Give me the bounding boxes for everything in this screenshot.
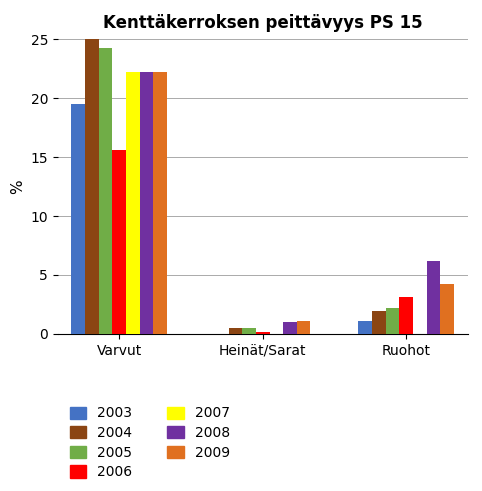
Bar bbox=[386, 308, 399, 334]
Title: Kenttäkerroksen peittävyys PS 15: Kenttäkerroksen peittävyys PS 15 bbox=[103, 14, 423, 32]
Bar bbox=[153, 72, 167, 334]
Bar bbox=[283, 322, 297, 334]
Bar bbox=[242, 328, 256, 334]
Bar bbox=[112, 150, 126, 334]
Bar bbox=[85, 39, 99, 334]
Bar bbox=[427, 261, 440, 334]
Legend: 2003, 2004, 2005, 2006, 2007, 2008, 2009: 2003, 2004, 2005, 2006, 2007, 2008, 2009 bbox=[69, 407, 230, 479]
Bar bbox=[126, 72, 140, 334]
Bar bbox=[440, 284, 454, 334]
Bar bbox=[140, 72, 153, 334]
Bar bbox=[297, 321, 310, 334]
Bar bbox=[228, 328, 242, 334]
Bar bbox=[358, 321, 372, 334]
Y-axis label: %: % bbox=[10, 179, 25, 194]
Bar bbox=[399, 298, 413, 334]
Bar bbox=[372, 311, 386, 334]
Bar bbox=[71, 104, 85, 334]
Bar bbox=[99, 48, 112, 334]
Bar bbox=[256, 331, 269, 334]
